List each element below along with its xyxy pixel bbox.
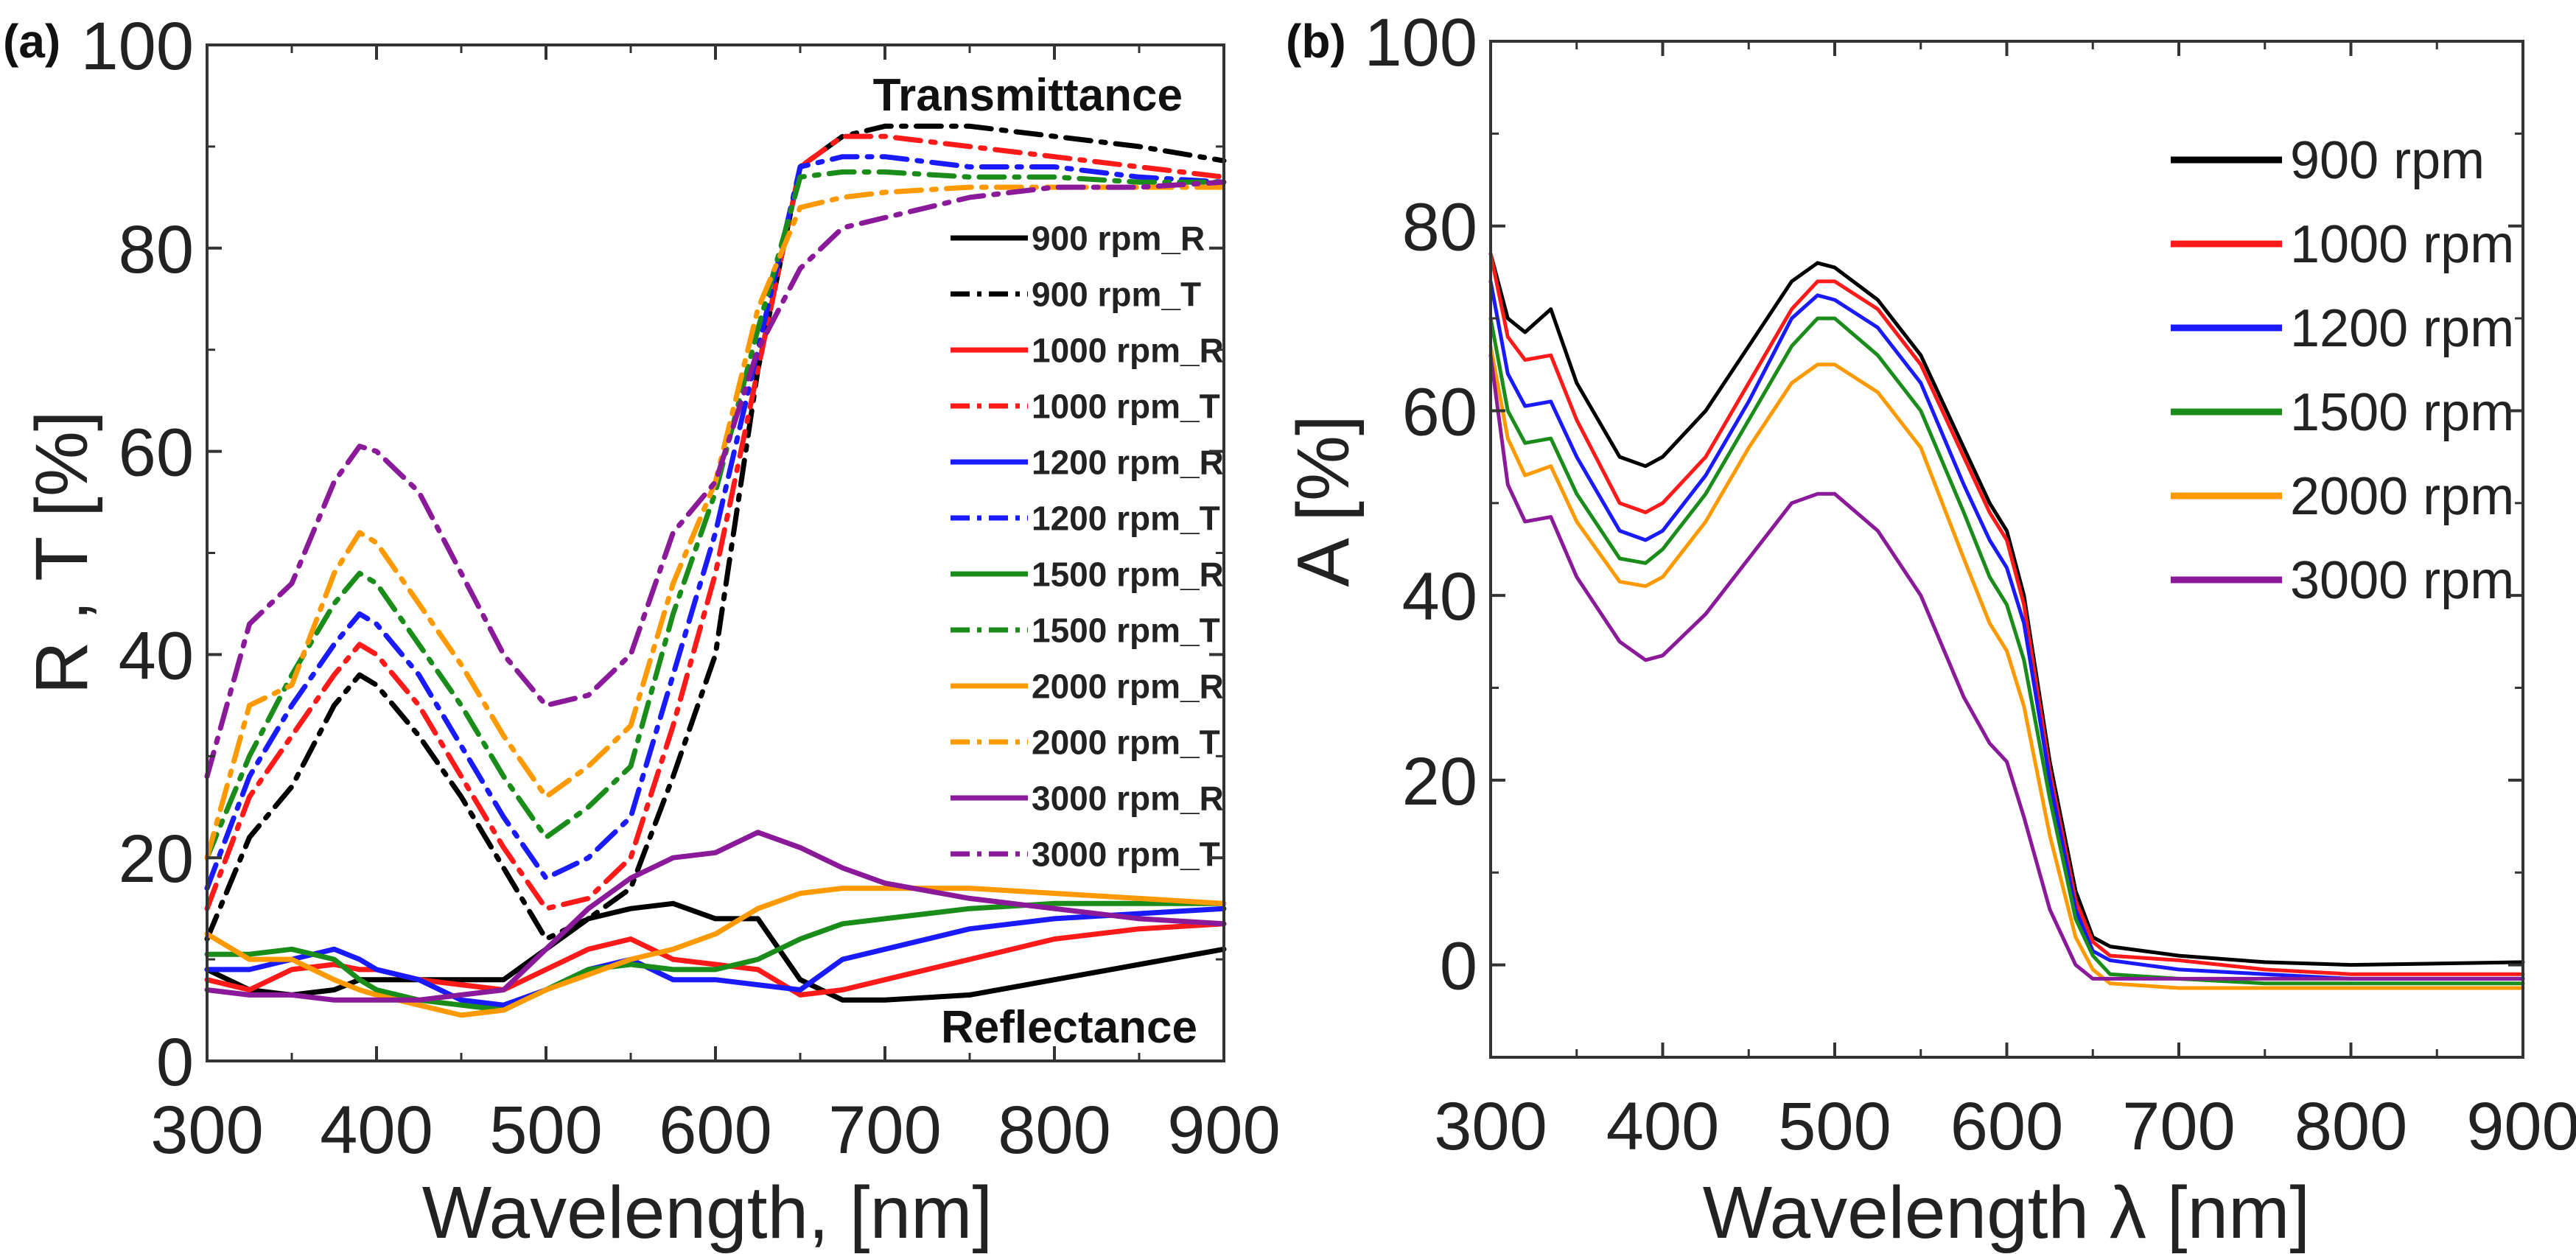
panel-b-x-axis-title: Wavelength λ [nm]	[1703, 1171, 2310, 1254]
y-tick-label: 0	[156, 1025, 194, 1100]
panel-a-x-axis-title: Wavelength, [nm]	[422, 1171, 993, 1254]
x-tick-label: 500	[1778, 1089, 1891, 1164]
x-tick-label: 700	[2122, 1089, 2236, 1164]
legend-label: 1500 rpm_R	[1032, 556, 1224, 594]
x-tick-label: 800	[998, 1093, 1111, 1168]
legend-label: 900 rpm	[2290, 131, 2485, 190]
legend-label: 1000 rpm_R	[1032, 332, 1224, 370]
y-tick-label: 0	[1440, 929, 1477, 1004]
legend-label: 1500 rpm_T	[1032, 612, 1220, 650]
legend-label: 900 rpm_R	[1032, 220, 1205, 258]
x-tick-label: 900	[2466, 1089, 2576, 1164]
legend-label: 1200 rpm_R	[1032, 444, 1224, 482]
annotation-reflectance: Reflectance	[941, 1002, 1197, 1053]
series-line-900-rpm	[1488, 251, 2525, 967]
y-tick-label: 40	[1402, 559, 1477, 634]
legend-label: 1000 rpm	[2290, 215, 2514, 274]
x-tick-label: 400	[1606, 1089, 1720, 1164]
y-tick-label: 20	[1402, 744, 1477, 819]
legend-label: 2000 rpm_R	[1032, 668, 1224, 706]
series-line-1200-rpm	[1488, 279, 2525, 981]
x-tick-label: 400	[320, 1093, 433, 1168]
y-tick-label: 40	[119, 618, 194, 693]
y-tick-label: 60	[1402, 374, 1477, 449]
series-line-900-rpm-t	[204, 123, 1227, 942]
x-tick-label: 900	[1167, 1093, 1281, 1168]
legend-label: 1200 rpm	[2290, 299, 2514, 358]
y-tick-label: 100	[1365, 5, 1478, 80]
series-line-3000-rpm-r	[204, 830, 1227, 1003]
panel-a-label: (a)	[3, 15, 60, 68]
x-tick-label: 600	[1950, 1089, 2064, 1164]
y-tick-label: 80	[119, 212, 194, 287]
x-tick-label: 300	[150, 1093, 264, 1168]
x-tick-label: 500	[489, 1093, 603, 1168]
legend-label: 3000 rpm_R	[1032, 780, 1224, 818]
y-tick-label: 100	[81, 9, 195, 84]
annotation-transmittance: Transmittance	[873, 70, 1183, 121]
panel-b-y-axis-title: A [%]	[1282, 415, 1365, 586]
series-line-2000-rpm-r	[204, 886, 1227, 1018]
panel-b-chart: (b) Wavelength λ [nm] A [%] 900 rpm 1000 …	[1282, 5, 2576, 1254]
series-line-3000-rpm-t	[204, 179, 1227, 780]
series-line-1500-rpm-t	[204, 169, 1227, 861]
y-tick-label: 80	[1402, 190, 1477, 265]
plot-frame	[1489, 40, 2524, 1059]
series-line-2000-rpm	[1488, 344, 2525, 990]
legend-label: 1200 rpm_T	[1032, 500, 1220, 538]
legend-label: 2000 rpm	[2290, 467, 2514, 526]
legend-label: 3000 rpm_T	[1032, 836, 1220, 874]
x-tick-label: 800	[2295, 1089, 2408, 1164]
legend-label: 3000 rpm	[2290, 551, 2514, 610]
x-tick-label: 700	[828, 1093, 942, 1168]
panel-a-chart: (a) Wavelength, [nm] R , T [%] Transmitt…	[3, 9, 1281, 1254]
panel-a-y-axis-title: R , T [%]	[21, 410, 103, 694]
x-tick-label: 600	[659, 1093, 772, 1168]
legend-label: 2000 rpm_T	[1032, 724, 1220, 762]
series-line-2000-rpm-t	[204, 184, 1227, 861]
y-tick-label: 60	[119, 416, 194, 491]
legend-label: 900 rpm_T	[1032, 276, 1201, 314]
legend-label: 1500 rpm	[2290, 383, 2514, 442]
series-line-1000-rpm-t	[204, 133, 1227, 911]
series-line-3000-rpm	[1488, 353, 2525, 981]
series-line-1200-rpm-t	[204, 154, 1227, 892]
y-tick-label: 20	[119, 822, 194, 897]
legend-label: 1000 rpm_T	[1032, 388, 1220, 426]
series-line-1500-rpm	[1488, 316, 2525, 986]
series-line-1000-rpm	[1488, 251, 2525, 976]
panel-b-label: (b)	[1286, 15, 1346, 68]
x-tick-label: 300	[1434, 1089, 1547, 1164]
